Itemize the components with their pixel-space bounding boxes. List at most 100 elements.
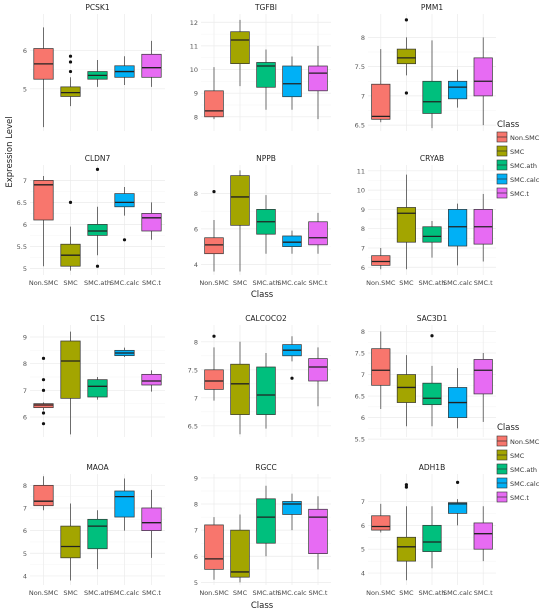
y-tick-label: 8 (361, 34, 365, 42)
x-tick-label: Non.SMC (29, 589, 59, 597)
box-smc-ath (87, 377, 108, 400)
x-tick-label: SMC (399, 589, 414, 597)
box-smc-calc (448, 203, 468, 266)
x-tick-label: SMC.calc (110, 589, 140, 597)
box-body (256, 62, 276, 88)
x-tick-label: SMC (63, 589, 78, 597)
x-tick-label: SMC.ath (253, 279, 280, 287)
y-tick-label: 6 (23, 414, 27, 422)
box-smc-t (308, 347, 328, 407)
y-tick-label: 6 (23, 47, 27, 55)
box-smc (60, 54, 81, 107)
legend-item: SMC.ath (496, 159, 537, 171)
box-non-smc (33, 476, 54, 511)
y-tick-label: 5 (194, 579, 198, 587)
box-body (141, 507, 162, 531)
y-tick-label: 6 (361, 414, 365, 422)
box-smc-t (473, 193, 493, 262)
box-body (371, 83, 391, 120)
y-tick-label: 7.5 (355, 63, 365, 71)
legend-label: Non.SMC (510, 438, 540, 446)
box-body (230, 31, 250, 64)
y-tick-label: 7.5 (355, 350, 365, 358)
boxplot-panel-pcsk1: PCSK1 5 6 (23, 3, 165, 131)
outlier-point (41, 356, 46, 360)
box-non-smc (204, 190, 224, 272)
x-tick-label: SMC.calc (277, 279, 307, 287)
panel-title: RGCC (255, 463, 277, 472)
box-body (371, 255, 391, 266)
y-tick-label: 8 (194, 501, 198, 509)
box-non-smc (33, 356, 54, 426)
y-tick-label: 6.5 (355, 122, 365, 130)
box-body (114, 193, 135, 208)
y-tick-label: 6.5 (188, 422, 198, 430)
box-body (282, 501, 302, 515)
box-non-smc (204, 67, 224, 120)
y-tick-label: 9 (361, 206, 365, 214)
box-body (422, 80, 442, 114)
box-smc (60, 200, 81, 271)
box-smc-t (473, 506, 493, 562)
x-tick-label: SMC.ath (84, 589, 111, 597)
panel-title: TGFBI (254, 3, 277, 12)
outlier-point (290, 376, 294, 380)
outlier-point (95, 264, 100, 268)
legend-item: SMC.t (496, 187, 529, 199)
legend-item: SMC.ath (496, 463, 537, 475)
y-axis-label-top: Expression Level (5, 116, 15, 187)
box-smc-ath (422, 220, 442, 258)
y-tick-label: 7 (23, 177, 27, 185)
box-body (141, 53, 162, 78)
box-body (204, 369, 224, 390)
x-tick-label: SMC.t (309, 589, 328, 597)
x-axis-label-top: Class (251, 290, 274, 300)
legend-label: SMC.calc (510, 480, 540, 488)
legend-label: SMC.t (510, 494, 529, 502)
box-body (473, 57, 493, 97)
x-tick-label: SMC.calc (277, 589, 307, 597)
box-smc-calc (282, 493, 302, 531)
outlier-point (68, 54, 73, 58)
box-smc (396, 483, 416, 581)
box-non-smc (204, 334, 224, 401)
y-tick-label: 6 (361, 264, 365, 272)
box-smc-t (308, 45, 328, 120)
y-tick-label: 8 (361, 225, 365, 233)
x-tick-label: Non.SMC (366, 279, 396, 287)
box-smc-calc (282, 336, 302, 380)
y-tick-label: 9 (194, 474, 198, 482)
box-smc (60, 331, 81, 435)
box-smc-t (473, 353, 493, 422)
outlier-point (68, 60, 73, 64)
box-body (87, 224, 108, 236)
legend-label: SMC (510, 148, 525, 156)
legend-item: Non.SMC (496, 131, 540, 143)
panel-title: PMM1 (421, 3, 443, 12)
x-tick-label: SMC (233, 279, 248, 287)
y-tick-label: 7 (361, 244, 365, 252)
y-tick-label: 6 (194, 553, 198, 561)
box-body (230, 175, 250, 226)
outlier-point (41, 388, 46, 392)
outlier-point (122, 238, 127, 242)
x-tick-label: SMC.ath (419, 279, 446, 287)
box-smc-calc (448, 480, 468, 526)
y-tick-label: 5 (23, 265, 27, 273)
box-non-smc (371, 503, 391, 533)
x-tick-label: SMC (63, 279, 78, 287)
y-tick-label: 10 (190, 66, 198, 74)
legend-title: Class (497, 423, 520, 433)
legend-item: SMC (496, 449, 525, 461)
panel-title: SAC3D1 (417, 314, 448, 323)
legend-bottom: Class Non.SMC SMC SMC.ath SMC.calc SMC.t (496, 423, 540, 503)
box-smc-calc (282, 56, 302, 110)
x-tick-label: SMC.calc (443, 279, 473, 287)
box-body (448, 80, 468, 100)
box-non-smc (33, 176, 54, 267)
box-smc (230, 341, 250, 435)
y-tick-label: 7 (23, 504, 27, 512)
